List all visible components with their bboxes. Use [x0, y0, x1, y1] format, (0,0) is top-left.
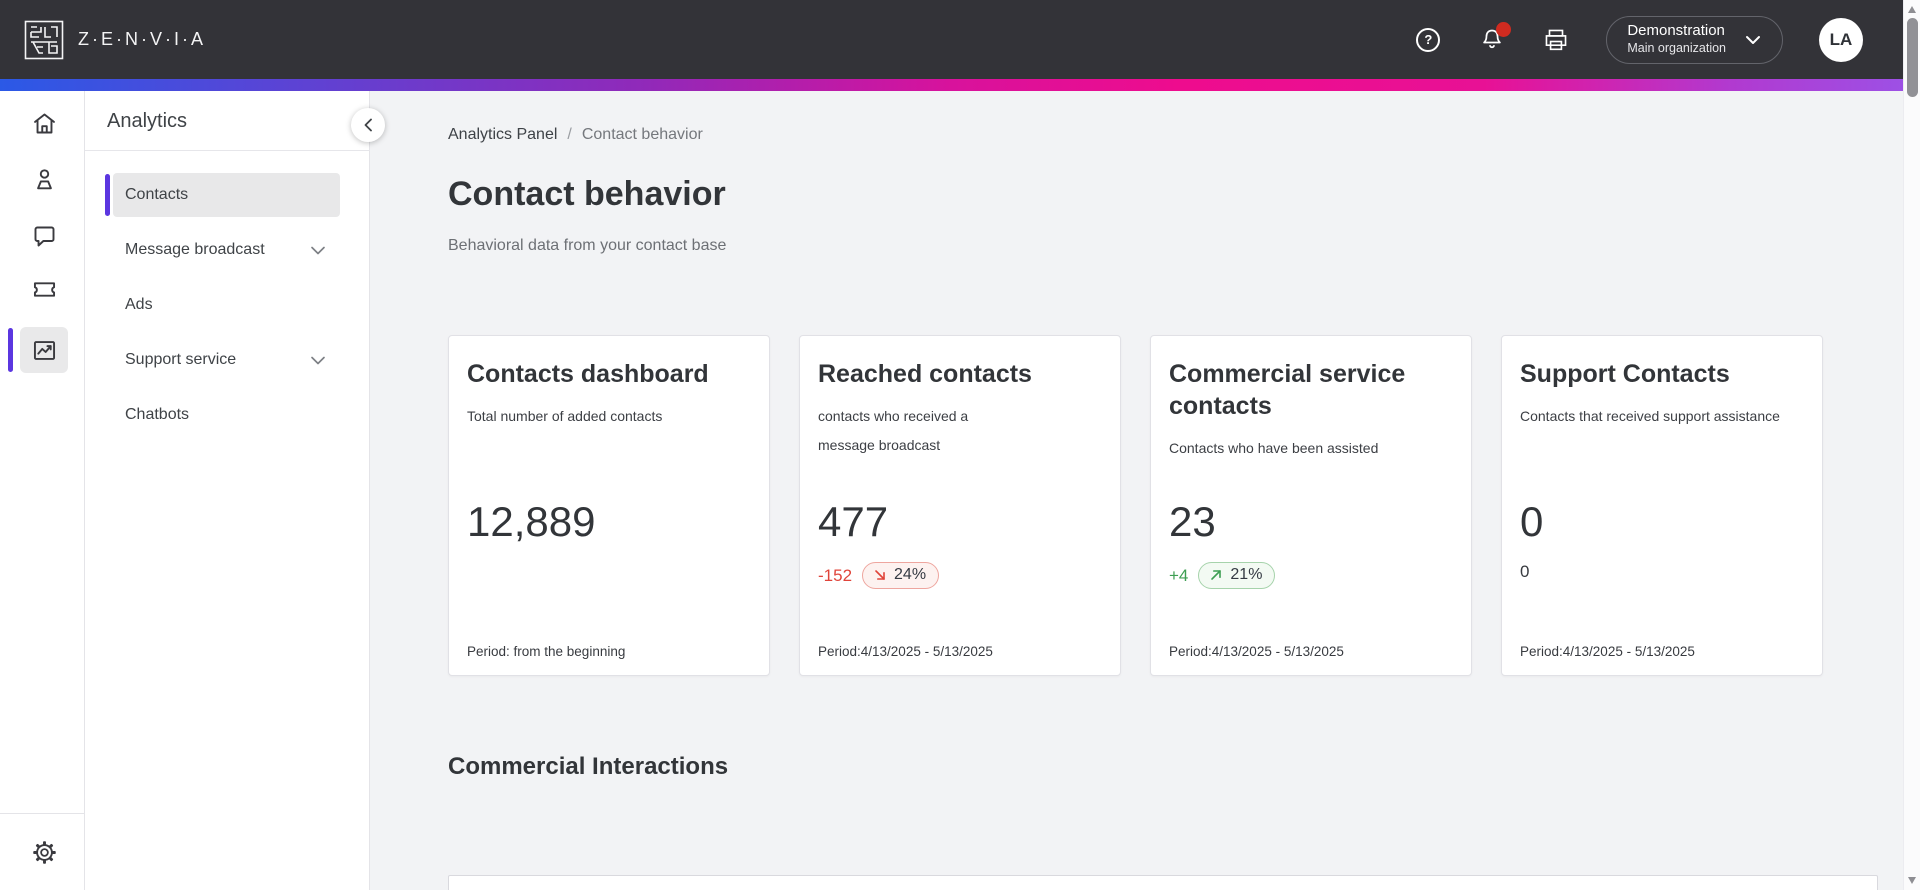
card-support-contacts: Support Contacts Contacts that received …: [1501, 335, 1823, 676]
sidebar-item-label: Message broadcast: [125, 241, 265, 258]
sidebar-item-label: Support service: [125, 351, 237, 368]
sidebar-divider: [85, 150, 370, 151]
card-title: Support Contacts: [1520, 360, 1730, 388]
sidebar-item-ads[interactable]: Ads: [113, 283, 340, 327]
scroll-down-button[interactable]: [1908, 877, 1916, 884]
user-avatar[interactable]: LA: [1819, 17, 1863, 62]
card-period: Period:4/13/2025 - 5/13/2025: [818, 644, 993, 659]
delta-value: 0: [1520, 562, 1530, 581]
card-commercial-service-contacts: Commercial service contacts Contacts who…: [1150, 335, 1472, 676]
card-value: 23: [1169, 498, 1216, 545]
settings-gear-icon: [32, 840, 56, 864]
sidebar-item-label: Contacts: [125, 186, 189, 203]
analytics-sidebar: Analytics Contacts Message broadcast Ads…: [85, 91, 370, 890]
commercial-interactions-card-top: [448, 875, 1878, 890]
trend-percent: 24%: [894, 566, 927, 583]
printer-icon[interactable]: [1542, 26, 1570, 54]
delta-value: +4: [1169, 565, 1189, 585]
analytics-chart-icon: [33, 340, 55, 360]
help-question-glyph: ?: [1416, 27, 1441, 52]
brand: Z·E·N·V·I·A: [24, 20, 206, 60]
chevron-down-icon: [1746, 35, 1760, 44]
card-description: Total number of added contacts: [467, 408, 663, 424]
page-scrollbar[interactable]: [1903, 0, 1920, 890]
section-title-commercial-interactions: Commercial Interactions: [448, 753, 729, 780]
breadcrumb-current: Contact behavior: [581, 126, 703, 143]
contacts-icon: [36, 168, 52, 189]
card-delta-row: 0: [1520, 562, 1529, 582]
main-content: Analytics Panel / Contact behavior Conta…: [371, 91, 1903, 890]
trend-percent: 21%: [1230, 566, 1263, 583]
home-icon: [33, 113, 55, 133]
sidebar-item-chatbots[interactable]: Chatbots: [113, 393, 340, 437]
card-delta-row: +4 21%: [1169, 562, 1276, 589]
card-delta-row: -152 24%: [818, 562, 940, 589]
organization-name: Demonstration: [1627, 22, 1725, 40]
rail-settings-button[interactable]: [20, 829, 68, 875]
sidebar-title: Analytics: [107, 110, 188, 132]
sidebar-item-message-broadcast[interactable]: Message broadcast: [113, 228, 340, 272]
breadcrumb: Analytics Panel / Contact behavior: [448, 126, 703, 144]
help-icon[interactable]: ?: [1414, 26, 1442, 54]
ticket-icon: [33, 281, 55, 297]
delta-value: -152: [818, 565, 853, 585]
rail-contacts-button[interactable]: [20, 156, 68, 202]
bell-icon[interactable]: [1478, 21, 1512, 54]
sidebar-item-label: Ads: [125, 296, 153, 313]
card-description: Contacts who have been assisted: [1169, 440, 1379, 456]
icon-rail: [0, 91, 85, 890]
chevron-left-icon: [364, 118, 372, 132]
card-description: contacts who received a message broadcas…: [818, 408, 969, 453]
collapse-sidebar-button[interactable]: [351, 108, 385, 142]
organization-text: Demonstration Main organization: [1627, 22, 1726, 56]
header-actions: ? Demonstration Main organiza: [1414, 15, 1863, 64]
card-period: Period:4/13/2025 - 5/13/2025: [1520, 644, 1695, 659]
card-reached-contacts: Reached contacts contacts who received a…: [799, 335, 1121, 676]
metric-cards-row: Contacts dashboard Total number of added…: [448, 335, 1823, 676]
card-value: 12,889: [467, 498, 596, 545]
trend-down-icon: [875, 570, 885, 580]
brand-wordmark: Z·E·N·V·I·A: [78, 29, 206, 49]
rail-home-button[interactable]: [20, 100, 68, 146]
card-value: 477: [818, 498, 889, 545]
card-period: Period: from the beginning: [467, 644, 626, 659]
top-header: Z·E·N·V·I·A ?: [0, 0, 1903, 79]
rail-selected-indicator: [8, 328, 13, 372]
selected-item-indicator: [105, 174, 110, 216]
gradient-accent-bar: [0, 79, 1903, 91]
trend-badge-up: 21%: [1198, 562, 1276, 589]
page-subtitle: Behavioral data from your contact base: [448, 237, 727, 254]
card-value: 0: [1520, 498, 1544, 545]
rail-ticket-button[interactable]: [20, 266, 68, 312]
sidebar-item-label: Chatbots: [125, 406, 190, 423]
page-title: Contact behavior: [448, 175, 726, 213]
sidebar-item-support-service[interactable]: Support service: [113, 338, 340, 382]
card-title: Contacts dashboard: [467, 360, 709, 388]
card-title: Reached contacts: [818, 360, 1032, 388]
card-period: Period:4/13/2025 - 5/13/2025: [1169, 644, 1344, 659]
organization-switcher[interactable]: Demonstration Main organization: [1606, 15, 1783, 64]
notification-dot: [1496, 21, 1512, 37]
conversations-icon: [34, 226, 54, 246]
organization-sub: Main organization: [1627, 41, 1726, 56]
breadcrumb-separator: /: [567, 126, 572, 143]
rail-analytics-button[interactable]: [20, 327, 68, 373]
zenvia-logo-icon: [24, 20, 64, 59]
scrollbar-thumb[interactable]: [1907, 18, 1918, 97]
sidebar-item-contacts[interactable]: Contacts: [105, 173, 340, 217]
trend-up-icon: [1211, 570, 1222, 580]
rail-conversations-button[interactable]: [20, 213, 68, 259]
card-contacts-dashboard: Contacts dashboard Total number of added…: [448, 335, 770, 676]
chevron-down-icon: [311, 356, 325, 364]
card-title: Commercial service contacts: [1169, 360, 1406, 420]
rail-divider: [0, 813, 85, 814]
card-description: Contacts that received support assistanc…: [1520, 408, 1780, 424]
scroll-up-button[interactable]: [1908, 6, 1916, 13]
chevron-down-icon: [311, 246, 325, 254]
breadcrumb-analytics-panel-link[interactable]: Analytics Panel: [448, 126, 558, 143]
trend-badge-down: 24%: [862, 562, 940, 589]
